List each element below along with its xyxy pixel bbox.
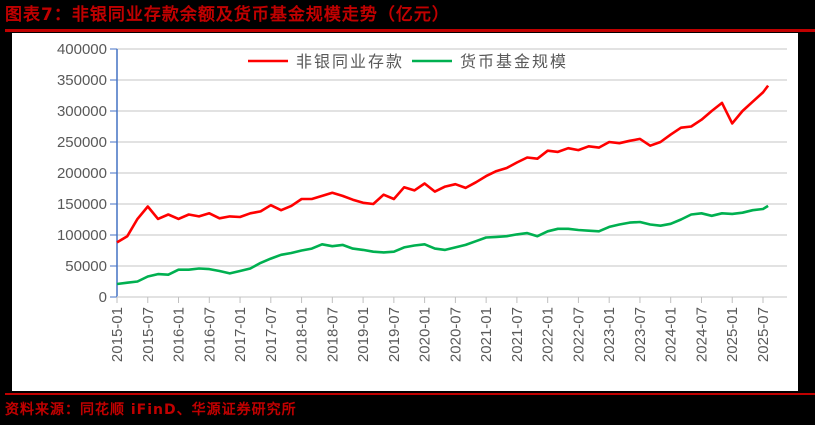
x-tick-label: 2019-07 xyxy=(386,307,403,362)
x-tick-label: 2025-01 xyxy=(724,307,741,362)
x-tick-label: 2024-01 xyxy=(663,307,680,362)
series-line-nonbank-deposits xyxy=(116,84,770,244)
x-tick-label: 2020-01 xyxy=(417,307,434,362)
series-line-money-fund-size xyxy=(116,204,769,286)
x-tick-label: 2023-07 xyxy=(632,307,649,362)
x-tick-label: 2023-01 xyxy=(601,307,618,362)
series-lines xyxy=(116,84,770,286)
y-tick-label: 400000 xyxy=(57,41,107,58)
gridlines xyxy=(117,48,787,267)
x-axis-ticks: 2015-01 2015-07 2016-01 2016-07 2017-01 2017-… xyxy=(109,296,787,362)
x-tick-label: 2018-01 xyxy=(294,307,311,362)
source-note: 资料来源：同花顺 iFinD、华源证券研究所 xyxy=(5,402,297,418)
x-tick-label: 2017-07 xyxy=(263,307,280,362)
y-tick-label: 350000 xyxy=(57,72,107,89)
y-tick-label: 100000 xyxy=(57,227,107,244)
y-axis-ticks: 0 50000 100000 150000 200000 250000 300000 3500… xyxy=(57,41,118,306)
x-tick-label: 2022-01 xyxy=(540,307,557,362)
x-tick-label: 2017-01 xyxy=(232,307,249,362)
legend: 非银同业存款 货币基金规模 xyxy=(248,53,568,71)
chart-panel: 0 50000 100000 150000 200000 250000 300000 3500… xyxy=(12,33,798,391)
y-tick-label: 300000 xyxy=(57,103,107,120)
x-tick-label: 2021-07 xyxy=(509,307,526,362)
y-tick-label: 0 xyxy=(99,289,107,306)
x-tick-label: 2018-07 xyxy=(324,307,341,362)
x-tick-label: 2015-01 xyxy=(109,307,126,362)
footer-divider xyxy=(5,393,815,395)
x-tick-label: 2016-07 xyxy=(201,307,218,362)
x-tick-label: 2025-07 xyxy=(755,307,772,362)
line-chart: 0 50000 100000 150000 200000 250000 300000 3500… xyxy=(57,41,787,362)
x-tick-label: 2019-01 xyxy=(355,307,372,362)
x-tick-label: 2020-07 xyxy=(447,307,464,362)
y-tick-label: 50000 xyxy=(65,258,107,275)
x-tick-label: 2016-01 xyxy=(171,307,188,362)
legend-item: 非银同业存款 xyxy=(248,53,404,71)
x-tick-label: 2022-07 xyxy=(570,307,587,362)
legend-label: 货币基金规模 xyxy=(460,53,568,71)
x-tick-label: 2015-07 xyxy=(140,307,157,362)
x-tick-label: 2021-01 xyxy=(478,307,495,362)
legend-item: 货币基金规模 xyxy=(412,53,568,71)
y-tick-label: 200000 xyxy=(57,165,107,182)
legend-label: 非银同业存款 xyxy=(296,53,404,71)
y-tick-label: 150000 xyxy=(57,196,107,213)
x-tick-label: 2024-07 xyxy=(693,307,710,362)
title-divider xyxy=(5,29,815,32)
chart-title: 图表7：非银同业存款余额及货币基金规模走势（亿元） xyxy=(5,5,450,25)
y-tick-label: 250000 xyxy=(57,134,107,151)
